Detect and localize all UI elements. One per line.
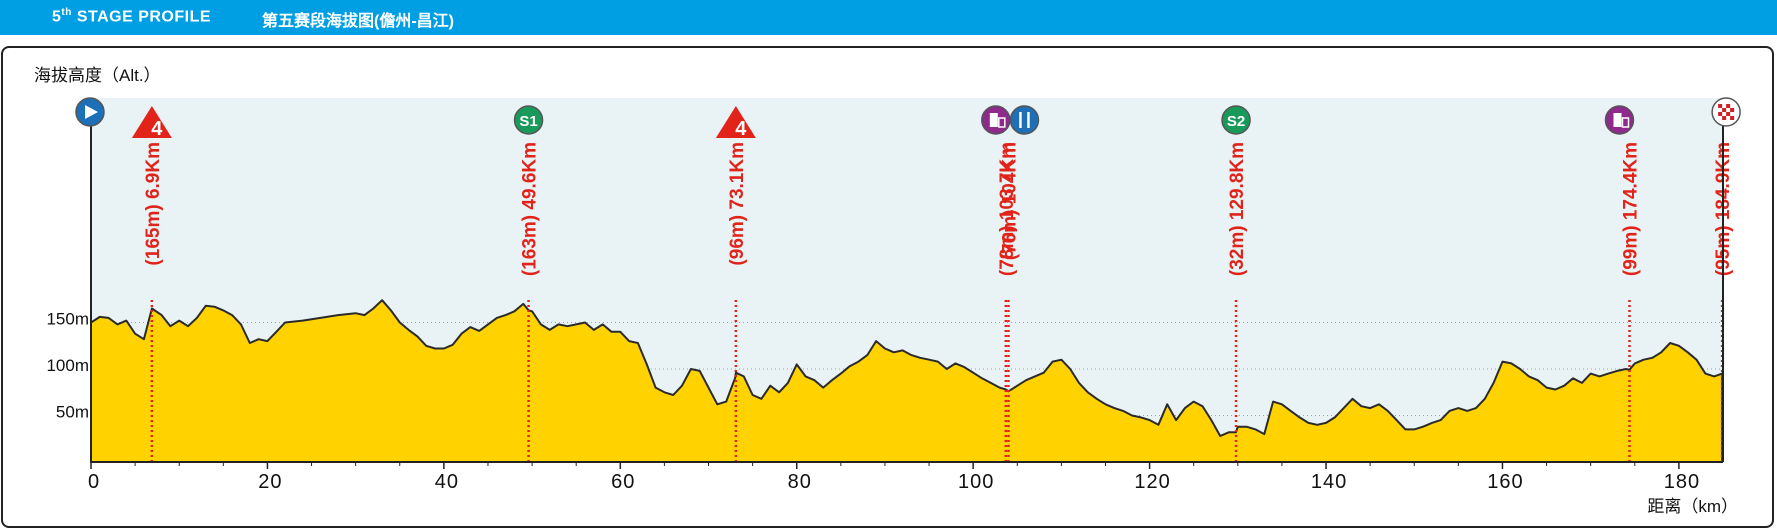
checker-square	[1722, 108, 1727, 112]
header-bar: 5th STAGE PROFILE 第五赛段海拔图(儋州-昌江)	[0, 0, 1777, 35]
sprint-label: S2	[1227, 113, 1245, 130]
climb-category-4-icon	[715, 106, 756, 138]
x-tick-label: 140	[1311, 471, 1347, 493]
x-tick-label: 180	[1664, 471, 1700, 493]
marker-label: (99m) 174.4Km	[1620, 142, 1641, 276]
marker-label: (32m) 129.8Km	[1227, 142, 1248, 276]
x-tick-label: 160	[1487, 471, 1523, 493]
cup-shape	[998, 117, 1006, 128]
chart-frame	[1, 46, 1774, 528]
sprint-label: S1	[519, 113, 537, 130]
bottle-shape	[1613, 113, 1622, 127]
marker-label: (163m) 49.6Km	[520, 142, 541, 276]
axis-ticks: 50m 100m 150m 0 20 40 60 80 100 120 140 160 180	[46, 310, 1700, 494]
checker-square	[1730, 108, 1735, 112]
marker-label: (165m) 6.9Km	[143, 142, 164, 266]
y-tick-label: 50m	[56, 403, 89, 422]
marker-label: (78m) 103.7Km	[997, 142, 1018, 276]
climb-category-label: 4	[735, 118, 747, 140]
y-tick-label: 100m	[46, 356, 89, 375]
restaurant-icon	[1009, 105, 1040, 135]
bottle-shape	[989, 113, 998, 127]
stage-title-zh: 第五赛段海拔图(儋州-昌江)	[262, 13, 454, 30]
axes	[90, 112, 1724, 463]
marker-icons: 4 S1 4 S2	[75, 97, 1741, 140]
y-axis-label: 海拔高度（Alt.）	[34, 66, 161, 85]
cup-shape	[1621, 117, 1630, 128]
climb-category-label: 4	[151, 118, 163, 140]
x-tick-label: 80	[788, 471, 812, 493]
x-tick-label: 40	[435, 471, 459, 493]
x-tick-label: 120	[1134, 471, 1170, 493]
elevation-area	[90, 299, 1724, 463]
x-axis-label: 距离（km）	[1647, 497, 1738, 516]
marker-label: (76m) 104Km	[999, 142, 1020, 260]
checker-square	[1726, 112, 1731, 116]
checker-square	[1722, 116, 1727, 120]
climb-category-4-icon	[131, 106, 172, 138]
marker-label: (96m) 73.1Km	[727, 142, 748, 266]
marker-lines: (165m) 6.9Km (163m) 49.6Km (96m) 73.1Km (78…	[143, 142, 1734, 462]
y-tick-label: 150m	[46, 310, 89, 329]
checker-square	[1726, 104, 1731, 108]
x-tick-label: 100	[958, 471, 994, 493]
checker-square	[1730, 116, 1735, 120]
sprint-2-icon	[1221, 105, 1251, 135]
x-tick-label: 20	[258, 471, 282, 493]
start-arrow-shape	[85, 105, 98, 119]
x-tick-label: 60	[611, 471, 635, 493]
checker-square	[1718, 112, 1723, 116]
x-tick-label: 0	[88, 471, 100, 493]
sprint-1-icon	[513, 105, 544, 135]
checker-square	[1718, 104, 1723, 108]
stage-label: 5th STAGE PROFILE	[52, 7, 212, 26]
